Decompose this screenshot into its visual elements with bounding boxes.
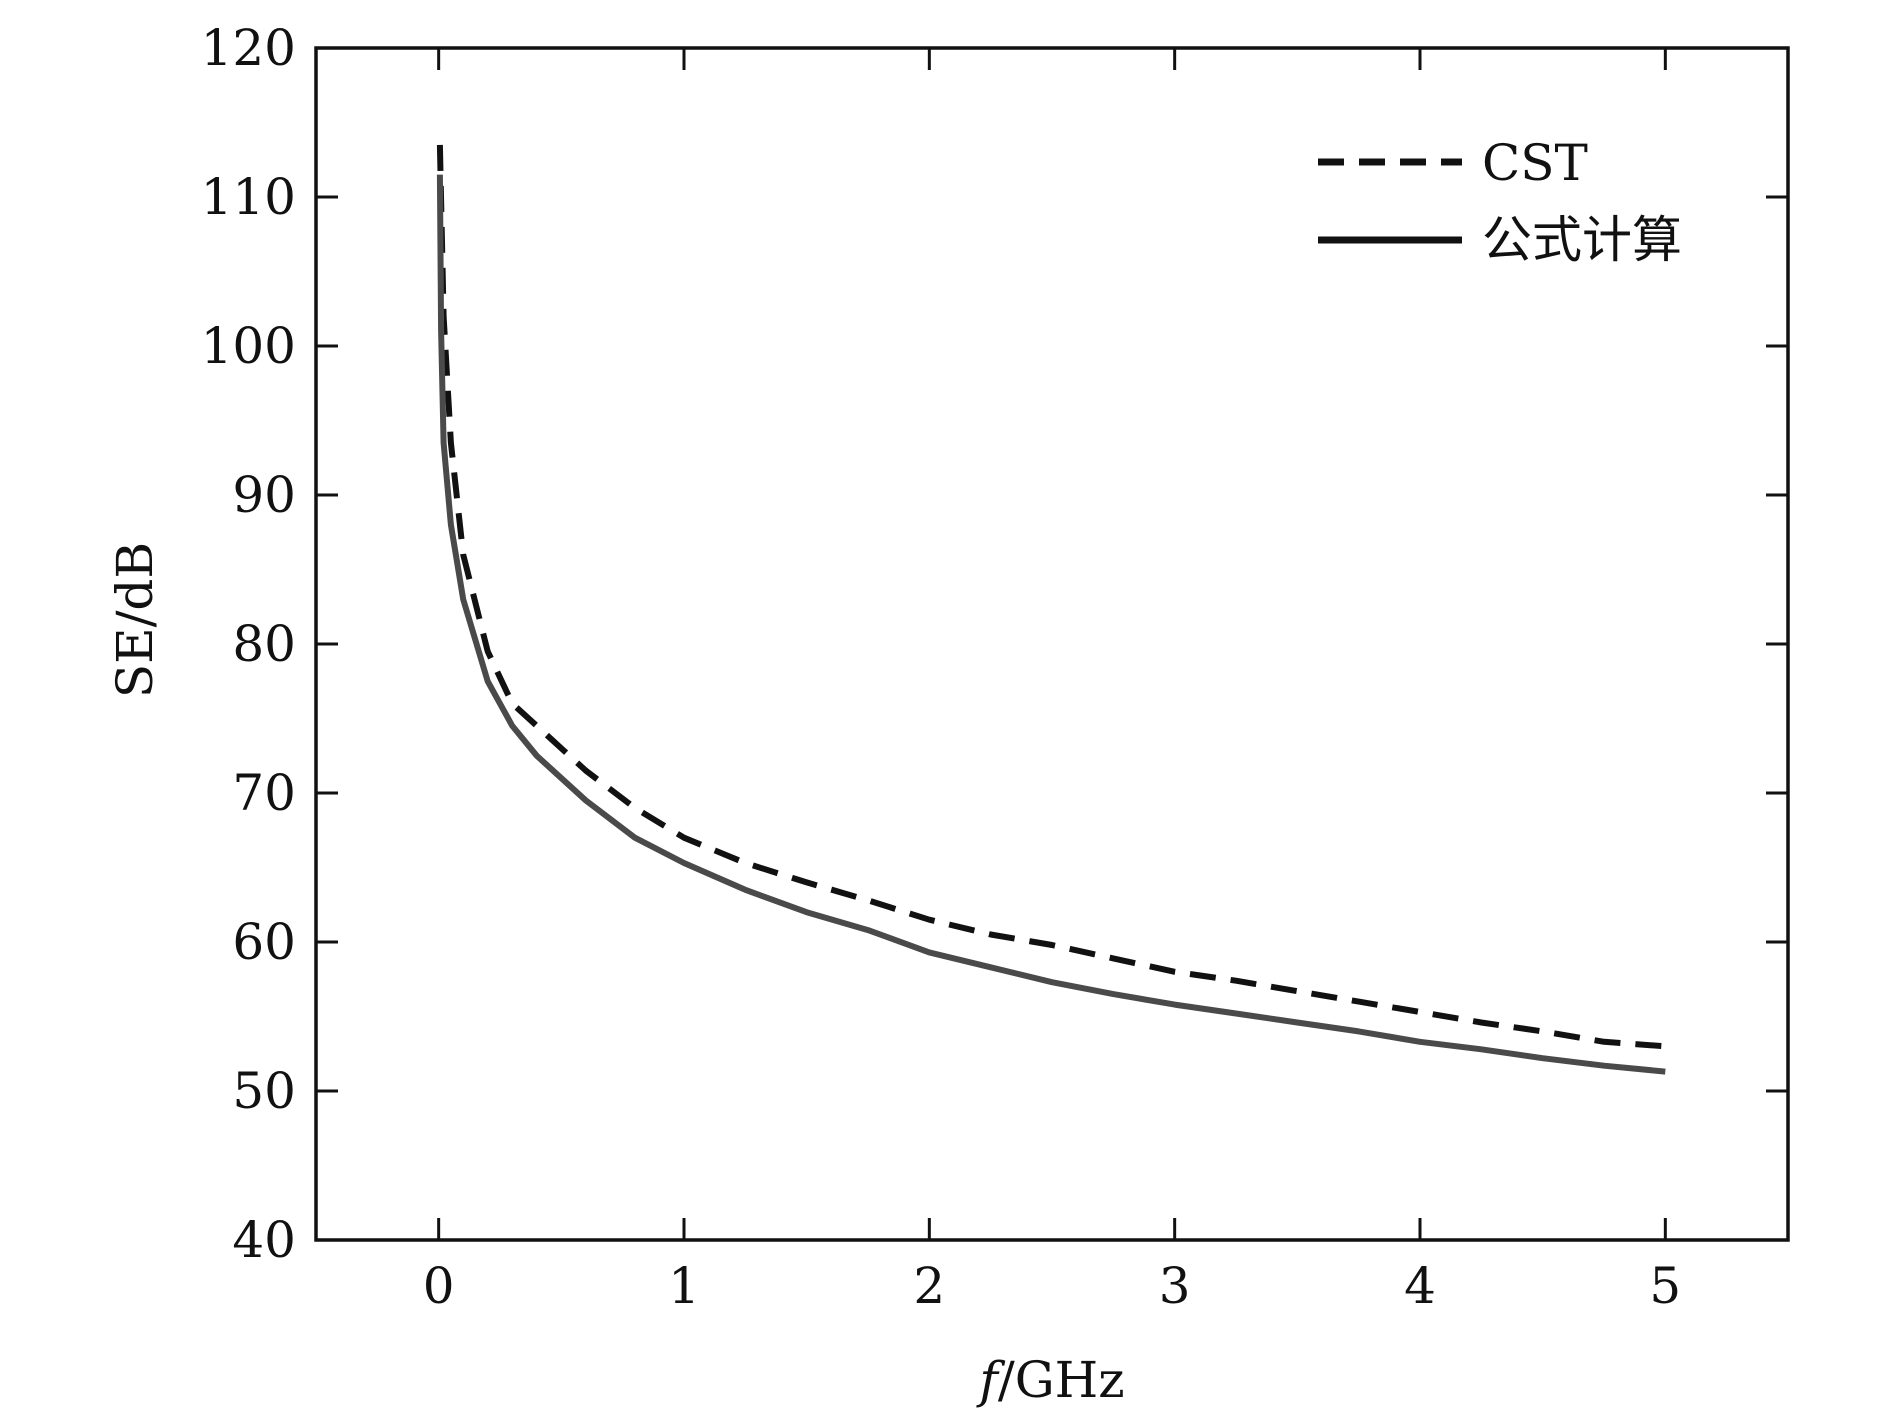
y-tick-label: 50	[232, 1062, 296, 1120]
tick-labels-layer: 0 1 2 3 4 5 40 50 60 70 80 90 100 110 120	[201, 19, 1682, 1315]
x-axis-title: f/GHz	[975, 1351, 1124, 1409]
y-tick-label: 40	[232, 1211, 296, 1269]
y-tick-label: 60	[232, 913, 296, 971]
legend: CST 公式计算	[1318, 134, 1682, 269]
y-tick-label: 120	[201, 19, 296, 77]
y-axis-title: SE/dB	[106, 542, 164, 698]
legend-label-cst: CST	[1482, 134, 1588, 192]
series-line-formula	[436, 174, 1666, 1075]
y-tick-label: 90	[232, 466, 296, 524]
x-tick-label: 2	[913, 1257, 945, 1315]
y-tick-label: 110	[201, 168, 296, 226]
ticks-layer	[316, 46, 1788, 1242]
x-axis-title-unit: /GHz	[998, 1351, 1125, 1409]
x-tick-label: 0	[423, 1257, 455, 1315]
x-tick-label: 1	[668, 1257, 700, 1315]
series-line-cst	[436, 144, 1666, 1050]
x-tick-label: 4	[1404, 1257, 1436, 1315]
x-tick-label: 5	[1649, 1257, 1681, 1315]
y-tick-label: 70	[232, 764, 296, 822]
y-tick-label: 80	[232, 615, 296, 673]
y-tick-label: 100	[201, 317, 296, 375]
legend-label-formula: 公式计算	[1482, 211, 1682, 269]
series-layer	[436, 144, 1666, 1075]
x-tick-label: 3	[1159, 1257, 1191, 1315]
